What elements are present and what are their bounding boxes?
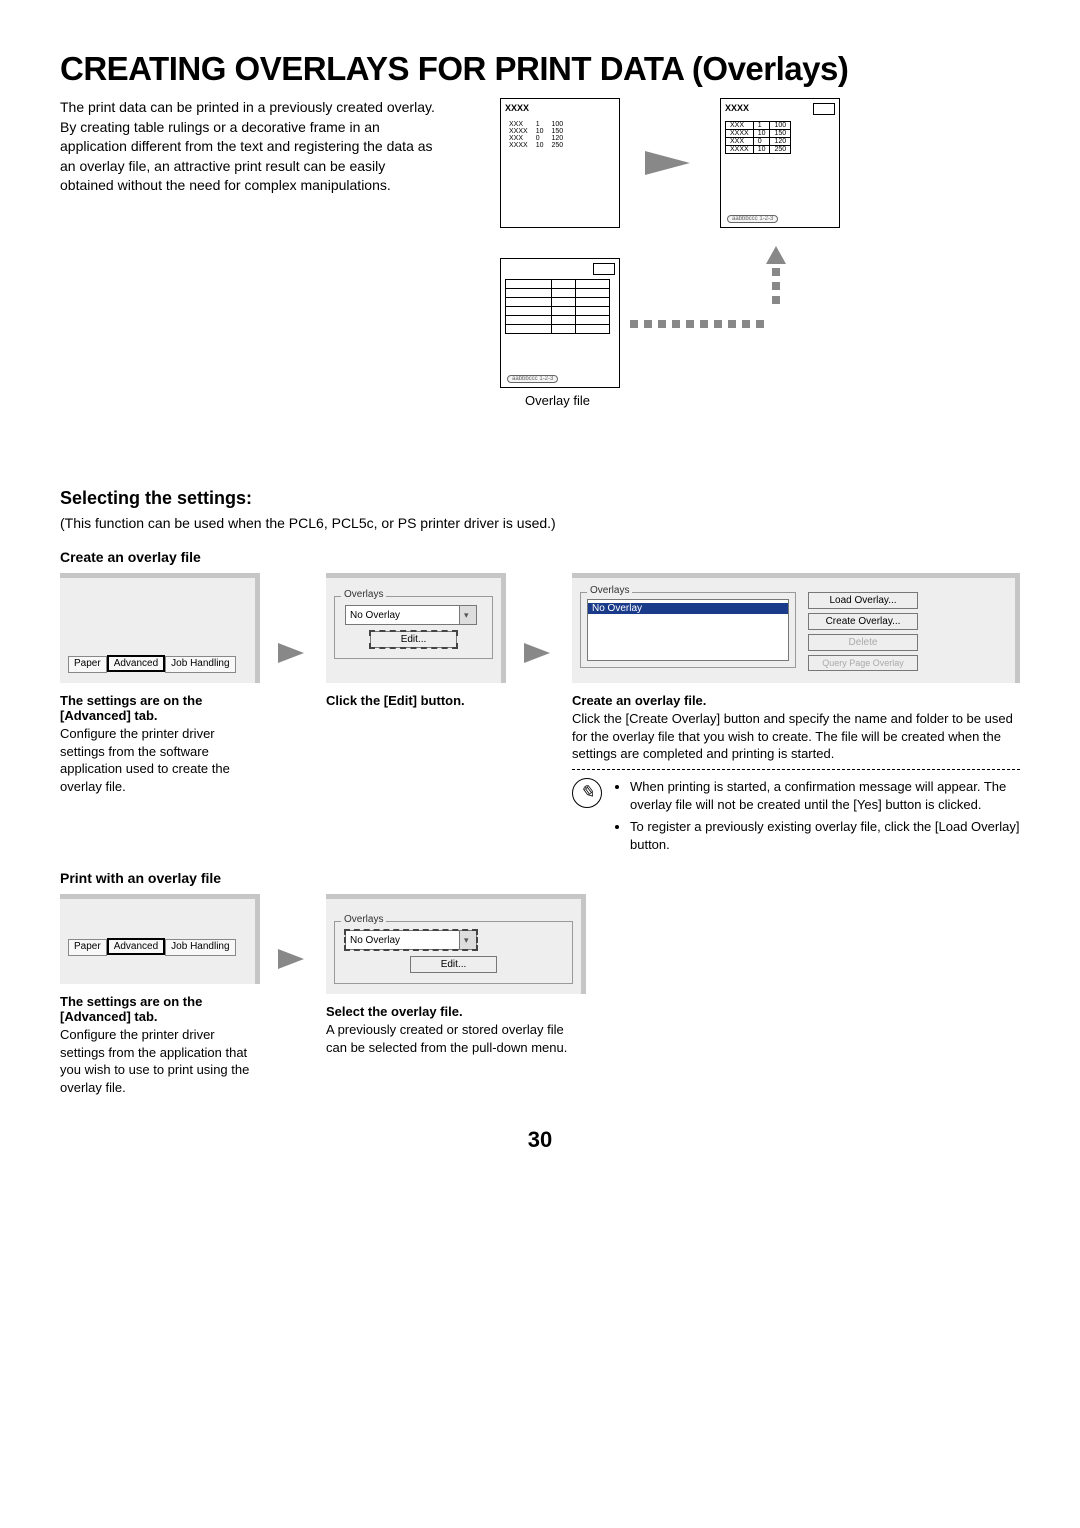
step-a2-title: Click the [Edit] button. (326, 693, 506, 708)
intro-text: The print data can be printed in a previ… (60, 98, 440, 458)
step-b2: Overlays No Overlay ▾ Edit... Select the… (326, 894, 586, 1056)
template-footer-pill: aabbbccc 1-2-3 (507, 375, 558, 383)
edit-button[interactable]: Edit... (370, 631, 458, 648)
doc-footer-pill: aabbbccc 1-2-3 (727, 215, 778, 223)
tab-advanced-2[interactable]: Advanced (107, 938, 165, 955)
note-2: To register a previously existing overla… (630, 818, 1020, 854)
note-icon: ✎ (572, 778, 602, 808)
load-overlay-button[interactable]: Load Overlay... (808, 592, 918, 609)
tab-jobhandling-2[interactable]: Job Handling (165, 939, 235, 956)
overlays-legend-3: Overlays (341, 914, 386, 925)
step-a1-title: The settings are on the [Advanced] tab. (60, 693, 260, 723)
overlay-combo-2[interactable]: No Overlay ▾ (345, 930, 477, 950)
arrow-a1-icon (278, 573, 308, 663)
chevron-down-icon[interactable]: ▾ (459, 606, 476, 624)
step-b1: Paper Advanced Job Handling The settings… (60, 894, 260, 1096)
doc-table-merged: XXX1100 XXXX10150 XXX0120 XXXX10250 (725, 121, 791, 154)
step-a2: Overlays No Overlay ▾ Edit... Click the … (326, 573, 506, 710)
create-overlay-button[interactable]: Create Overlay... (808, 613, 918, 630)
diagram-arrow-right-icon (645, 151, 690, 175)
create-overlay-heading: Create an overlay file (60, 549, 1020, 565)
overlay-dialog-buttons: Load Overlay... Create Overlay... Delete… (808, 592, 918, 675)
step-a1-body: Configure the printer driver settings fr… (60, 725, 260, 795)
query-page-overlay-button[interactable]: Query Page Overlay (808, 655, 918, 671)
tab-paper[interactable]: Paper (68, 656, 107, 673)
arrow-a2-icon (524, 573, 554, 663)
section-heading: Selecting the settings: (60, 488, 1020, 509)
step-a3-title: Create an overlay file. (572, 693, 1020, 708)
create-overlay-steps: Paper Advanced Job Handling The settings… (60, 573, 1020, 858)
step-b1-title: The settings are on the [Advanced] tab. (60, 994, 260, 1024)
doc-table: XXX1100 XXXX10150 XXX0120 XXXX10250 (505, 121, 567, 149)
diagram-dots-horizontal (630, 320, 764, 328)
chevron-down-icon-2[interactable]: ▾ (459, 931, 476, 949)
note-block: ✎ When printing is started, a confirmati… (572, 778, 1020, 859)
overlay-list-selected[interactable]: No Overlay (588, 600, 788, 616)
note-1: When printing is started, a confirmation… (630, 778, 1020, 814)
template-corner (593, 263, 615, 275)
overlays-legend: Overlays (341, 589, 386, 600)
delete-button[interactable]: Delete (808, 634, 918, 651)
step-b2-title: Select the overlay file. (326, 1004, 586, 1019)
diagram-arrow-up-icon (766, 246, 786, 264)
step-b2-body: A previously created or stored overlay f… (326, 1021, 586, 1056)
overlay-diagram: XXXX XXX1100 XXXX10150 XXX0120 XXXX10250… (480, 98, 1020, 458)
print-with-overlay-steps: Paper Advanced Job Handling The settings… (60, 894, 1020, 1096)
intro-row: The print data can be printed in a previ… (60, 98, 1020, 458)
diagram-dots-vertical (772, 268, 780, 304)
tab-paper-2[interactable]: Paper (68, 939, 107, 956)
section-note: (This function can be used when the PCL6… (60, 515, 1020, 531)
doc-corner (813, 103, 835, 115)
overlay-combo-value: No Overlay (346, 610, 459, 621)
tab-advanced[interactable]: Advanced (107, 655, 165, 672)
step-a3: Overlays No Overlay Load Overlay... Crea… (572, 573, 1020, 858)
overlay-combo-value-2: No Overlay (346, 935, 459, 946)
dashed-separator (572, 769, 1020, 770)
step-b1-body: Configure the printer driver settings fr… (60, 1026, 260, 1096)
print-with-overlay-heading: Print with an overlay file (60, 870, 1020, 886)
edit-button-2[interactable]: Edit... (410, 956, 498, 973)
page-title: CREATING OVERLAYS FOR PRINT DATA (Overla… (60, 50, 1020, 88)
overlay-file-caption: Overlay file (525, 393, 590, 408)
template-table (505, 279, 610, 334)
arrow-b1-icon (278, 894, 308, 969)
doc-header: XXXX (505, 103, 615, 113)
page-number: 30 (60, 1127, 1020, 1153)
overlay-combo[interactable]: No Overlay ▾ (345, 605, 477, 625)
step-a1: Paper Advanced Job Handling The settings… (60, 573, 260, 795)
tab-jobhandling[interactable]: Job Handling (165, 656, 235, 673)
overlays-legend-2: Overlays (587, 585, 632, 596)
step-a3-body: Click the [Create Overlay] button and sp… (572, 710, 1020, 763)
overlay-list-value: No Overlay (588, 603, 788, 614)
